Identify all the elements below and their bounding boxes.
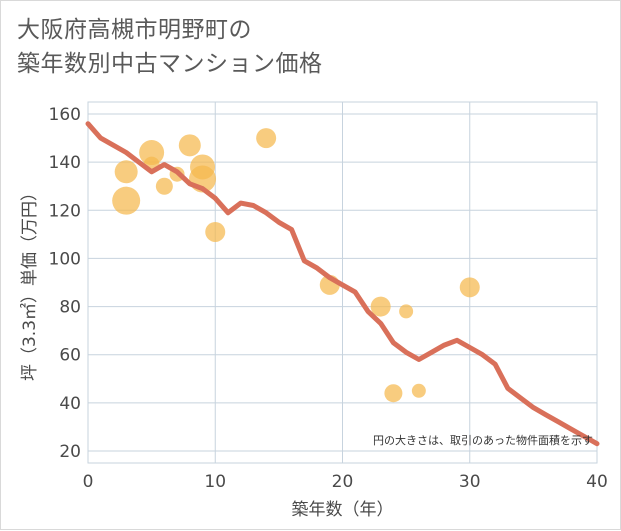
y-tick-label: 100 [49,249,81,269]
trend-line [85,121,600,447]
y-axis-title: 坪（3.3㎡）単価（万円） [20,184,40,381]
data-bubble [178,134,201,157]
data-bubble [205,221,226,242]
y-tick-label: 140 [49,153,81,173]
data-bubble [155,177,173,195]
size-note: 円の大きさは、取引のあった物件面積を示す [373,433,593,447]
x-tick-label: 30 [459,472,481,492]
data-bubble [459,277,480,298]
x-tick-label: 10 [204,472,226,492]
y-tick-label: 60 [59,346,81,366]
y-tick-label: 40 [59,394,81,414]
data-bubble [112,186,141,215]
x-tick-label: 20 [332,472,354,492]
chart-title: 大阪府高槻市明野町の 築年数別中古マンション価格 [17,13,323,81]
data-bubble [411,383,426,398]
title-line-2: 築年数別中古マンション価格 [17,51,323,77]
x-tick-label: 40 [586,472,608,492]
x-axis-title: 築年数（年） [292,500,394,520]
title-line-1: 大阪府高槻市明野町の [17,17,252,43]
y-tick-label: 80 [59,298,81,318]
data-bubble [399,304,414,319]
y-tick-label: 20 [59,442,81,462]
data-bubble [256,128,277,149]
data-bubble [370,296,391,317]
data-bubble [384,384,403,403]
y-tick-label: 160 [49,105,81,125]
x-tick-label: 0 [83,472,94,492]
data-bubble [114,160,138,184]
data-bubble [139,140,165,166]
y-tick-label: 120 [49,201,81,221]
